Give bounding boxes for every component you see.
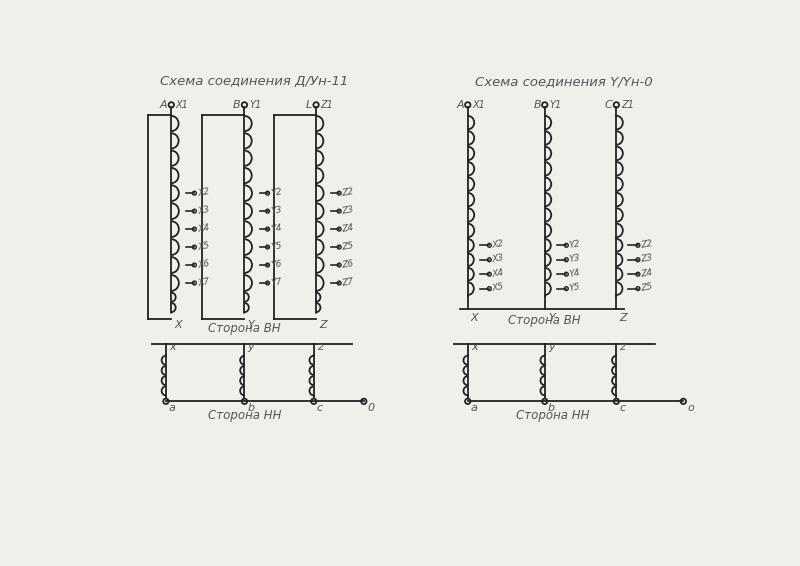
- Text: X1: X1: [176, 100, 189, 110]
- Text: Схема соединения Y/Yн-0: Схема соединения Y/Yн-0: [475, 75, 653, 88]
- Text: Z3: Z3: [640, 254, 654, 264]
- Text: Y3: Y3: [569, 254, 582, 264]
- Text: Сторона ВН: Сторона ВН: [509, 314, 581, 327]
- Text: Y4: Y4: [569, 268, 582, 279]
- Text: B: B: [534, 100, 541, 110]
- Text: Y2: Y2: [569, 239, 582, 250]
- Text: Z2: Z2: [640, 239, 654, 250]
- Text: c: c: [317, 403, 323, 413]
- Text: C: C: [605, 100, 613, 110]
- Text: Y6: Y6: [270, 259, 282, 269]
- Text: Z1: Z1: [621, 100, 634, 110]
- Text: A: A: [160, 100, 167, 110]
- Text: Z1: Z1: [321, 100, 334, 110]
- Text: Z7: Z7: [342, 277, 354, 288]
- Text: L: L: [306, 100, 312, 110]
- Text: Сторона НН: Сторона НН: [516, 409, 589, 422]
- Text: X4: X4: [492, 268, 505, 279]
- Text: b: b: [548, 403, 555, 413]
- Text: o: o: [687, 403, 694, 413]
- Text: X1: X1: [472, 100, 486, 110]
- Text: x: x: [169, 342, 176, 352]
- Text: X: X: [174, 320, 182, 330]
- Text: Z5: Z5: [342, 241, 354, 252]
- Text: Z: Z: [619, 313, 627, 323]
- Text: B: B: [233, 100, 241, 110]
- Text: A: A: [456, 100, 464, 110]
- Text: Z5: Z5: [640, 282, 654, 293]
- Text: Z4: Z4: [640, 268, 654, 279]
- Text: X2: X2: [197, 187, 210, 198]
- Text: Z6: Z6: [342, 259, 354, 270]
- Text: c: c: [619, 403, 626, 413]
- Text: X2: X2: [492, 239, 505, 250]
- Text: Сторона ВН: Сторона ВН: [208, 321, 281, 335]
- Text: X3: X3: [492, 254, 505, 264]
- Text: Z3: Z3: [342, 205, 354, 216]
- Text: Сторона НН: Сторона НН: [208, 409, 282, 422]
- Text: Y2: Y2: [270, 187, 282, 198]
- Text: y: y: [548, 342, 554, 352]
- Text: 0: 0: [368, 403, 374, 413]
- Text: Y1: Y1: [550, 100, 562, 110]
- Text: X6: X6: [197, 259, 210, 270]
- Text: X5: X5: [492, 282, 505, 293]
- Text: a: a: [169, 403, 176, 413]
- Text: Схема соединения Д/Ун-11: Схема соединения Д/Ун-11: [159, 75, 348, 88]
- Text: Z2: Z2: [342, 187, 354, 198]
- Text: X3: X3: [197, 205, 210, 216]
- Text: Z4: Z4: [342, 223, 354, 234]
- Text: b: b: [247, 403, 254, 413]
- Text: Z: Z: [319, 320, 326, 330]
- Text: y: y: [247, 342, 254, 352]
- Text: Y5: Y5: [270, 241, 282, 252]
- Text: z: z: [317, 342, 322, 352]
- Text: Y7: Y7: [270, 277, 282, 288]
- Text: Y4: Y4: [270, 223, 282, 234]
- Text: Y: Y: [548, 313, 554, 323]
- Text: Y: Y: [247, 320, 254, 330]
- Text: Y3: Y3: [270, 205, 282, 216]
- Text: X: X: [471, 313, 478, 323]
- Text: X4: X4: [197, 223, 210, 234]
- Text: Y1: Y1: [249, 100, 262, 110]
- Text: z: z: [619, 342, 626, 352]
- Text: X7: X7: [197, 277, 210, 288]
- Text: X5: X5: [197, 241, 210, 252]
- Text: a: a: [471, 403, 478, 413]
- Text: Y5: Y5: [569, 282, 582, 293]
- Text: x: x: [471, 342, 478, 352]
